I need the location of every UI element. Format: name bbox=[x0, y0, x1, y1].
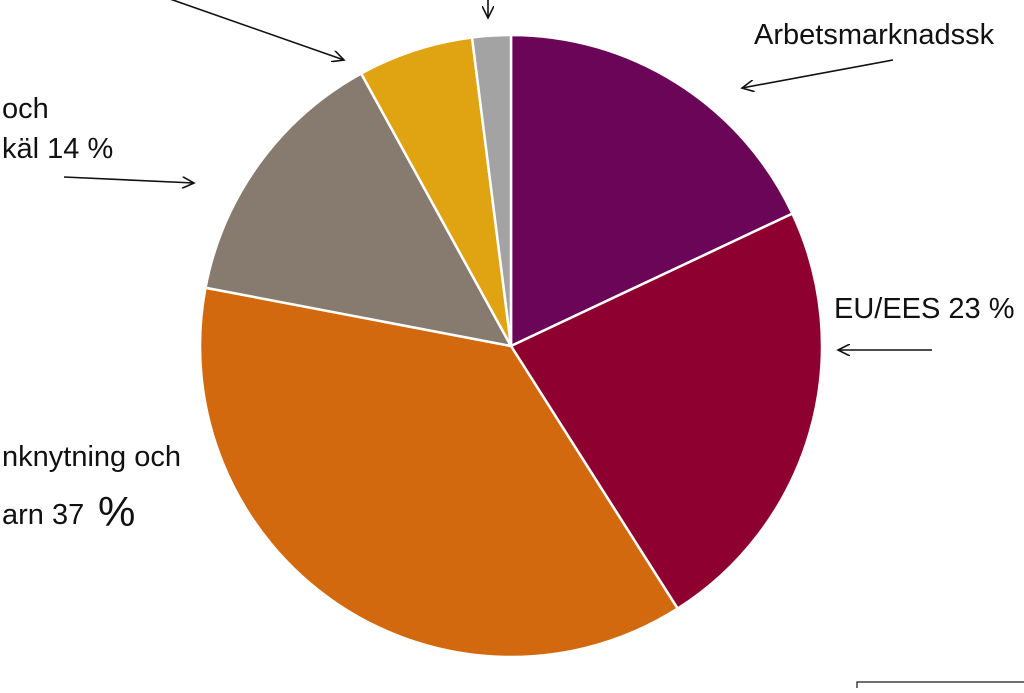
label-familj-percent: % bbox=[98, 488, 135, 535]
label-eu: EU/EES 23 % bbox=[834, 293, 1015, 325]
corner-box bbox=[856, 681, 1024, 693]
pie-slice-1 bbox=[509, 212, 824, 610]
label-skydd-line1: och bbox=[2, 93, 49, 125]
label-familj-line1: nknytning och bbox=[2, 441, 181, 473]
pie-slice-5 bbox=[470, 33, 513, 348]
arrow-top-left bbox=[170, 0, 344, 60]
label-familj-line2: arn 37 bbox=[2, 499, 84, 531]
pie-slice-3 bbox=[204, 72, 513, 348]
label-skydd-line2: käl 14 % bbox=[2, 133, 113, 165]
pie-slice-0 bbox=[509, 33, 794, 348]
pie-slices bbox=[198, 33, 824, 659]
arrow-arbetsmarknad bbox=[742, 59, 894, 88]
arrow-skydd bbox=[63, 176, 194, 183]
pie-slice-2 bbox=[198, 286, 679, 659]
label-arbetsmarknad: Arbetsmarknadssk bbox=[754, 19, 995, 51]
